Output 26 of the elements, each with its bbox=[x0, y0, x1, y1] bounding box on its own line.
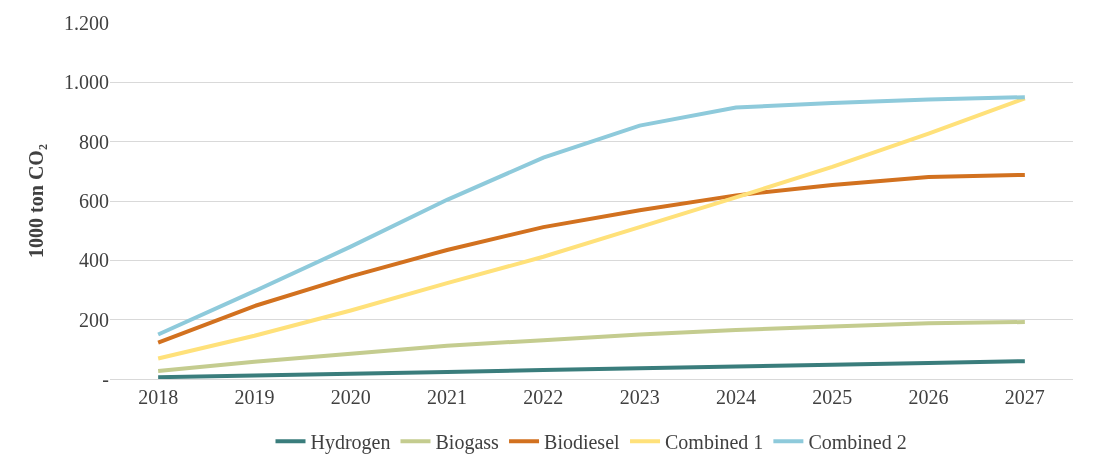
y-tick-label: 400 bbox=[79, 249, 109, 272]
y-axis-title: 1000 ton CO₂ bbox=[24, 144, 47, 258]
x-tick-label: 2023 bbox=[619, 386, 660, 408]
y-tick-label: 600 bbox=[79, 190, 109, 212]
y-tick-label: 200 bbox=[79, 308, 109, 331]
x-tick-label: 2025 bbox=[812, 386, 853, 408]
x-tick-label: 2018 bbox=[138, 386, 179, 408]
legend-label: Combined 1 bbox=[665, 431, 764, 454]
y-tick-label: 800 bbox=[79, 130, 109, 153]
line-series bbox=[156, 359, 1027, 379]
y-tick-label: 1.200 bbox=[64, 12, 109, 34]
y-tick-label: - bbox=[102, 368, 109, 390]
legend-label: Combined 2 bbox=[808, 431, 907, 454]
legend-label: Biogass bbox=[435, 431, 500, 455]
x-tick-label: 2022 bbox=[523, 386, 564, 408]
x-tick-label: 2026 bbox=[908, 386, 949, 408]
line-series bbox=[156, 320, 1027, 373]
x-tick-label: 2019 bbox=[234, 386, 275, 408]
legend-label: Biodiesel bbox=[544, 431, 621, 454]
line-series bbox=[156, 172, 1027, 345]
x-tick-label: 2020 bbox=[330, 386, 371, 408]
legend-label: Hydrogen bbox=[310, 431, 391, 455]
y-tick-label: 1.000 bbox=[64, 71, 109, 94]
x-tick-label: 2027 bbox=[1004, 386, 1045, 408]
x-tick-label: 2024 bbox=[715, 386, 756, 408]
x-tick-label: 2021 bbox=[427, 386, 468, 408]
